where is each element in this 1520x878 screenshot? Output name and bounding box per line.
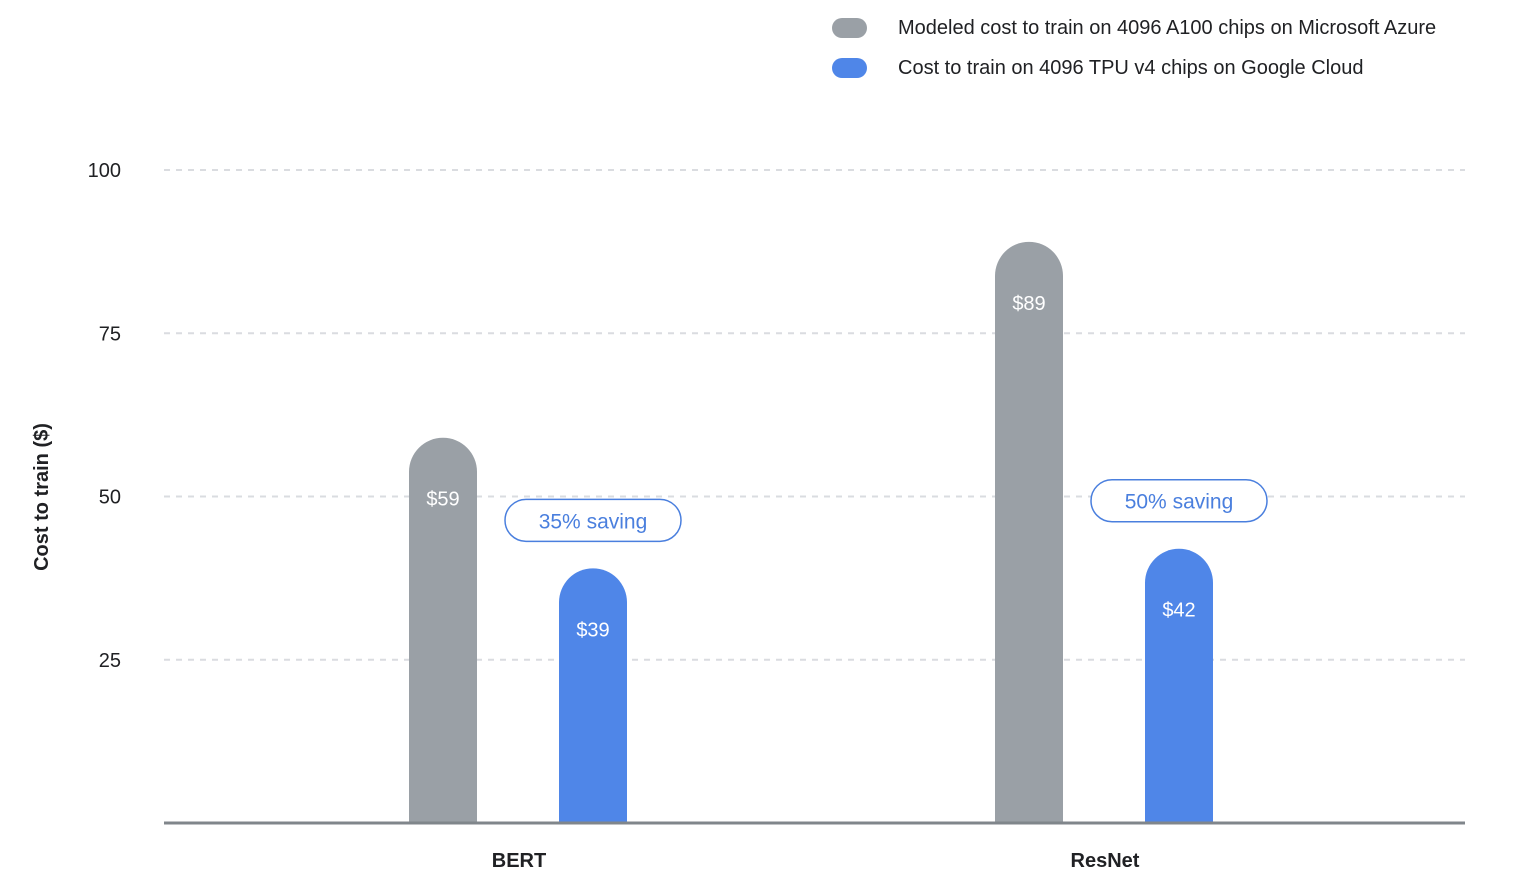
legend-label-azure: Modeled cost to train on 4096 A100 chips… (898, 16, 1437, 39)
y-tick-label-50: 50 (99, 487, 121, 509)
legend-label-google-cloud: Cost to train on 4096 TPU v4 chips on Go… (898, 56, 1364, 79)
bars: $59 $39 $89 $42 (409, 241, 1213, 823)
x-axis-categories: BERT ResNet (492, 850, 1140, 872)
bar-bert-series-2 (559, 568, 627, 823)
saving-pill-bert (504, 498, 682, 543)
y-axis-title: Cost to train ($) (31, 423, 53, 571)
gridlines (164, 169, 1465, 661)
saving-label-resnet: 50% saving (1125, 491, 1234, 514)
bar-resnet-series-2 (1145, 548, 1213, 823)
category-label-bert: BERT (492, 850, 546, 872)
y-tick-label-25: 25 (99, 650, 121, 672)
legend-item-azure: Modeled cost to train on 4096 A100 chips… (832, 8, 1436, 48)
value-label-resnet-series-1: $89 (1012, 293, 1045, 315)
y-tick-label-75: 75 (99, 323, 121, 345)
y-axis-ticks: 25 50 75 100 (88, 160, 121, 672)
saving-annotations: 35% saving 50% saving (504, 478, 1268, 543)
legend: Modeled cost to train on 4096 A100 chips… (832, 8, 1436, 88)
bar-resnet-series-1 (995, 241, 1063, 823)
saving-pill-resnet (1090, 478, 1268, 523)
value-label-resnet-series-2: $42 (1162, 600, 1195, 622)
y-tick-label-100: 100 (88, 160, 121, 182)
saving-label-bert: 35% saving (539, 510, 648, 533)
legend-item-google-cloud: Cost to train on 4096 TPU v4 chips on Go… (832, 48, 1436, 88)
value-label-bert-series-1: $59 (426, 489, 459, 511)
legend-swatch-azure (832, 18, 867, 38)
value-label-bert-series-2: $39 (576, 619, 609, 641)
legend-swatch-google-cloud (832, 58, 867, 78)
category-label-resnet: ResNet (1071, 850, 1140, 872)
bar-bert-series-1 (409, 437, 477, 823)
